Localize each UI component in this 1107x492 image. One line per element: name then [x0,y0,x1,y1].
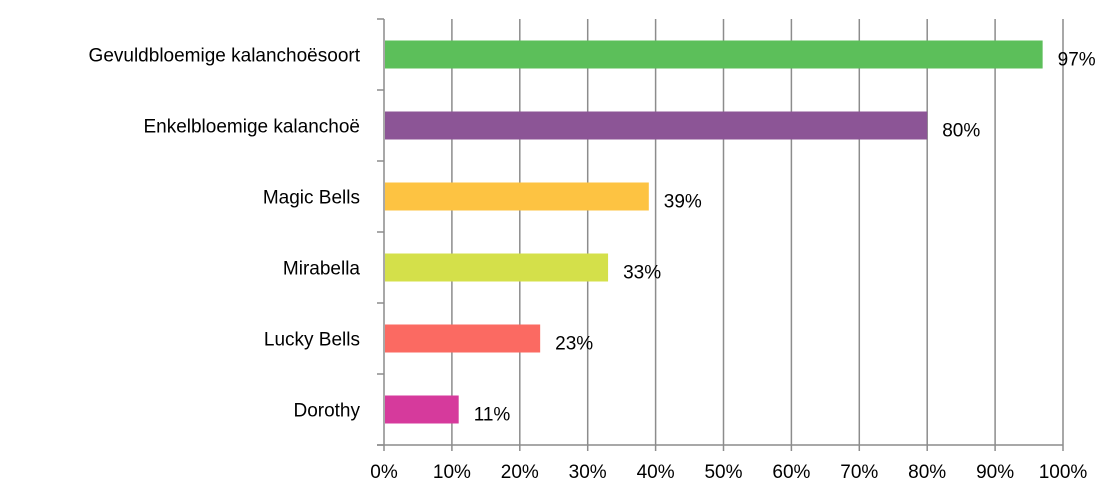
x-tick-label: 30% [569,462,607,483]
bar [385,111,928,140]
category-label: Enkelbloemige kalanchoë [143,117,360,138]
bar [385,182,649,211]
x-tick-label: 40% [637,462,675,483]
category-label: Lucky Bells [264,330,360,351]
x-tick-label: 70% [840,462,878,483]
bar [385,395,459,424]
gridlines [451,19,1064,445]
category-label: Dorothy [293,401,360,422]
bar [385,324,541,353]
category-label: Magic Bells [263,188,360,209]
x-tick-label: 100% [1039,462,1088,483]
category-label: Mirabella [283,259,361,280]
data-label: 33% [623,263,661,284]
x-tick-label: 50% [704,462,742,483]
data-label: 39% [664,192,702,213]
x-tick-label: 0% [370,462,398,483]
data-label: 23% [555,334,593,355]
bar [385,40,1043,69]
category-axis [377,18,1064,451]
x-tick-label: 90% [976,462,1014,483]
category-label: Gevuldbloemige kalanchoësoort [89,46,361,67]
x-tick-label: 10% [433,462,471,483]
x-tick-label: 60% [772,462,810,483]
labels: 0% 10% 20% 30% 40% 50% 60% 70% 80% 90% 100% Gevuldb… [89,46,1096,484]
data-label: 11% [474,405,511,426]
x-tick-label: 20% [501,462,539,483]
bar [385,253,609,282]
data-label: 80% [942,121,980,142]
bars [385,40,1043,424]
x-tick-label: 80% [908,462,946,483]
data-label: 97% [1058,50,1096,71]
